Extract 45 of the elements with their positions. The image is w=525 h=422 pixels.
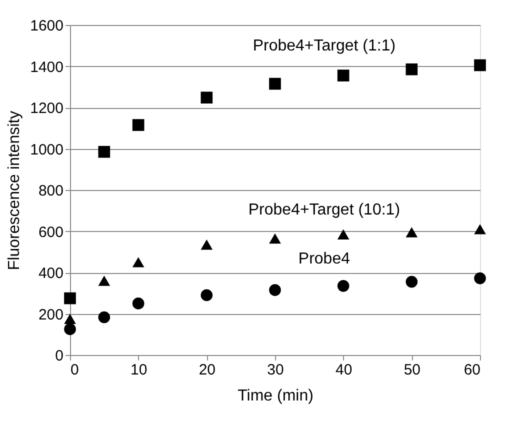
point xyxy=(337,70,350,82)
point xyxy=(98,311,110,324)
point xyxy=(406,227,418,238)
point xyxy=(269,78,281,90)
point xyxy=(132,257,144,268)
y-axis-title: Fluorescence intensity xyxy=(6,110,24,270)
point xyxy=(474,59,486,72)
point xyxy=(474,224,486,234)
x-tick-label: 30 xyxy=(267,362,284,378)
y-tick-label: 400 xyxy=(38,265,64,282)
x-tick-label: 0 xyxy=(70,362,79,378)
point xyxy=(64,323,76,336)
x-axis-title: Time (min) xyxy=(238,388,314,404)
point xyxy=(64,314,76,324)
x-tick-label: 10 xyxy=(130,362,148,378)
point xyxy=(64,292,76,304)
x-tick-label: 60 xyxy=(464,362,480,378)
point xyxy=(132,298,144,310)
point xyxy=(200,289,213,302)
point xyxy=(200,92,213,104)
series-label: Probe4+Target (1:1) xyxy=(252,38,396,55)
point xyxy=(337,229,350,240)
y-tick-label: 1400 xyxy=(30,58,64,76)
point xyxy=(98,276,110,286)
y-tick-label: 0 xyxy=(55,348,64,364)
y-tick-label: 1000 xyxy=(30,141,64,158)
point xyxy=(269,233,281,244)
point xyxy=(132,119,144,131)
y-tick-label: 200 xyxy=(38,306,64,324)
x-tick-label: 40 xyxy=(335,362,352,378)
y-tick-label: 1600 xyxy=(30,18,64,34)
point xyxy=(406,63,418,76)
y-tick-label: 600 xyxy=(38,224,64,241)
point xyxy=(474,272,486,284)
series-label: Probe4 xyxy=(298,250,350,268)
x-tick-label: 20 xyxy=(198,362,216,378)
series-label: Probe4+Target (10:1) xyxy=(248,202,400,219)
point xyxy=(406,276,418,288)
point xyxy=(269,284,281,296)
point xyxy=(200,240,213,250)
y-tick-label: 1200 xyxy=(30,100,64,117)
x-tick-label: 50 xyxy=(404,362,421,378)
point xyxy=(98,146,110,158)
y-tick-label: 800 xyxy=(38,182,64,200)
point xyxy=(337,280,350,292)
